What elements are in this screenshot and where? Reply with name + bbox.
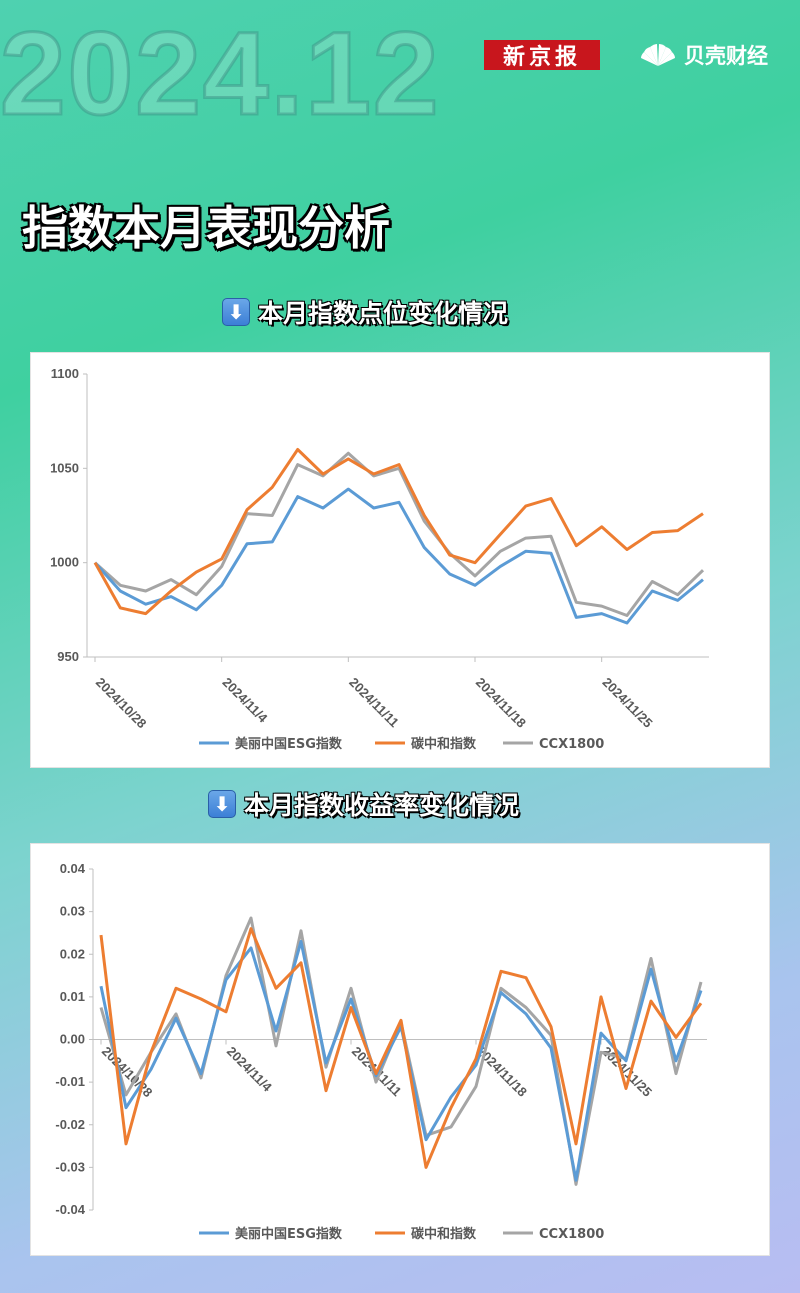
- y-tick-label: 950: [57, 649, 79, 664]
- legend: 美丽中国ESG指数 碳中和指数 CCX1800: [199, 736, 604, 752]
- y-tick-label: 1100: [51, 366, 79, 381]
- y-tick-label: 0.04: [60, 861, 86, 876]
- y-tick-label: 0.01: [60, 989, 85, 1004]
- y-tick-label: 0.02: [60, 946, 85, 961]
- legend-label: 美丽中国ESG指数: [235, 1226, 343, 1242]
- y-tick-label: -0.01: [55, 1074, 85, 1089]
- x-tick-label: 2024/11/4: [224, 1044, 276, 1096]
- y-tick-label: -0.03: [55, 1159, 85, 1174]
- legend: 美丽中国ESG指数 碳中和指数 CCX1800: [199, 1226, 604, 1242]
- down-arrow-icon: ⬇: [222, 298, 250, 326]
- x-tick-label: 2024/11/4: [220, 675, 272, 727]
- y-tick-label: 0.00: [60, 1032, 85, 1047]
- shell-icon: [641, 44, 675, 66]
- x-tick-label: 2024/10/28: [93, 675, 150, 732]
- series-line-2: [94, 451, 705, 617]
- legend-label: CCX1800: [539, 1227, 604, 1242]
- y-tick-label: 1050: [50, 460, 79, 475]
- down-arrow-icon: ⬇: [208, 790, 236, 818]
- x-tick-label: 2024/11/18: [474, 1044, 530, 1100]
- x-tick-label: 2024/11/11: [346, 675, 402, 731]
- big-date-watermark: 2024.12: [0, 7, 441, 142]
- chart2-heading: ⬇ 本月指数收益率变化情况: [208, 784, 519, 824]
- series-line-0: [93, 487, 704, 625]
- chart2-card: -0.04 -0.03 -0.02 -0.01 0.00 0.01 0.02 0.03 0.04…: [30, 843, 770, 1256]
- chart1-card: 950 1000 1050 1100 2024/10/28 2024/11/4 2024/1…: [30, 352, 770, 768]
- legend-label: 碳中和指数: [411, 736, 477, 752]
- y-tick-label: 0.03: [60, 904, 85, 919]
- series-line-1: [93, 448, 704, 616]
- chart1-svg: 950 1000 1050 1100 2024/10/28 2024/11/4 2024/1…: [50, 366, 709, 752]
- legend-label: 美丽中国ESG指数: [235, 736, 343, 752]
- chart2-title: 本月指数收益率变化情况: [244, 791, 520, 820]
- x-tick-label: 2024/11/25: [600, 675, 656, 731]
- y-tick-label: -0.04: [55, 1202, 85, 1217]
- beike-logo-text: 贝壳财经: [684, 44, 768, 68]
- y-tick-label: 1000: [50, 555, 79, 570]
- x-tick-label: 2024/11/18: [473, 675, 529, 731]
- chart1-heading: ⬇ 本月指数点位变化情况: [222, 292, 508, 332]
- xinjingbao-logo: 新京报: [484, 40, 600, 70]
- chart1-title: 本月指数点位变化情况: [258, 299, 509, 328]
- beike-logo: 贝壳财经: [638, 38, 768, 72]
- y-tick-label: -0.02: [55, 1117, 85, 1132]
- legend-label: 碳中和指数: [411, 1226, 477, 1242]
- legend-label: CCX1800: [539, 737, 604, 752]
- page-title: 指数本月表现分析: [22, 201, 390, 255]
- chart2-svg: -0.04 -0.03 -0.02 -0.01 0.00 0.01 0.02 0.03 0.04…: [55, 861, 707, 1242]
- series-line-1: [99, 927, 703, 1169]
